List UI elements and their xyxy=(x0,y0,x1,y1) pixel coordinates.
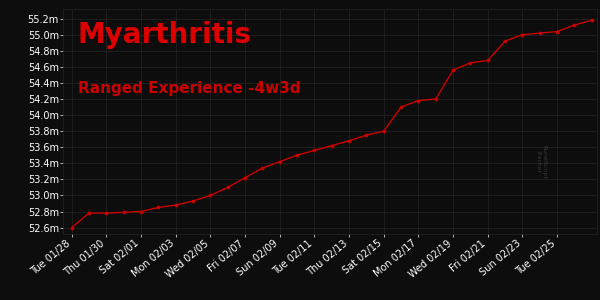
Text: Ranged Experience -4w3d: Ranged Experience -4w3d xyxy=(78,81,301,96)
Text: RuneScript
Tracker: RuneScript Tracker xyxy=(536,145,547,179)
Text: Myarthritis: Myarthritis xyxy=(78,21,252,49)
